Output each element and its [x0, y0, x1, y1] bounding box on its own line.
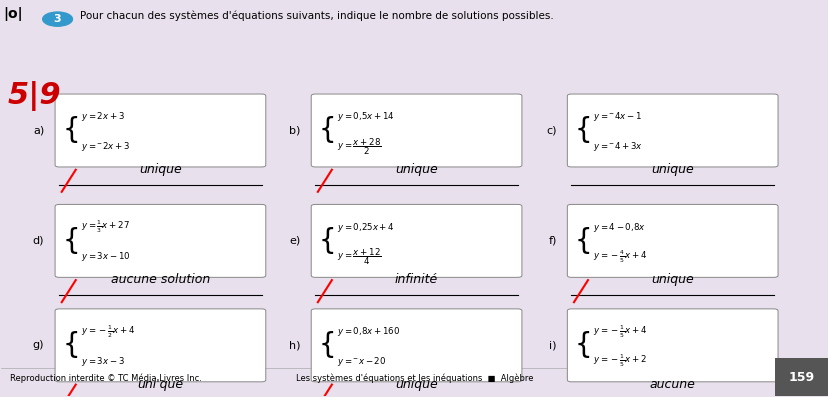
Text: |o|: |o|: [3, 7, 22, 21]
Text: uni'que: uni'que: [137, 378, 183, 391]
Text: i): i): [548, 340, 556, 350]
Text: b): b): [289, 125, 300, 135]
Text: $y=\dfrac{x+12}{4}$: $y=\dfrac{x+12}{4}$: [336, 247, 381, 267]
Text: infinité: infinité: [394, 274, 438, 286]
Text: $y=-\frac{1}{5}x+2$: $y=-\frac{1}{5}x+2$: [592, 353, 646, 370]
Text: d): d): [33, 236, 45, 246]
Text: {: {: [574, 227, 592, 255]
Text: c): c): [546, 125, 556, 135]
Text: aucune solution: aucune solution: [111, 274, 209, 286]
FancyBboxPatch shape: [566, 309, 777, 382]
Text: unique: unique: [651, 274, 693, 286]
Text: $y=3x-3$: $y=3x-3$: [80, 355, 124, 368]
Text: {: {: [318, 227, 336, 255]
Text: {: {: [62, 331, 80, 359]
Text: $y=-\frac{1}{5}x+4$: $y=-\frac{1}{5}x+4$: [592, 323, 647, 340]
Text: {: {: [62, 116, 80, 145]
Text: $y=4-0{,}8x$: $y=4-0{,}8x$: [592, 221, 645, 233]
FancyBboxPatch shape: [55, 94, 266, 167]
Text: h): h): [289, 340, 300, 350]
Text: $y=-\frac{1}{2}x+4$: $y=-\frac{1}{2}x+4$: [80, 323, 135, 340]
FancyBboxPatch shape: [566, 94, 777, 167]
Text: $y=\dfrac{x+28}{2}$: $y=\dfrac{x+28}{2}$: [336, 136, 381, 157]
FancyBboxPatch shape: [774, 358, 826, 396]
FancyBboxPatch shape: [55, 309, 266, 382]
Text: $y={}^{-}4x-1$: $y={}^{-}4x-1$: [592, 110, 642, 123]
Text: $y=\frac{1}{3}x+27$: $y=\frac{1}{3}x+27$: [80, 219, 129, 235]
Text: $y={}^{-}4+3x$: $y={}^{-}4+3x$: [592, 140, 643, 153]
Text: $y=0{,}5x+14$: $y=0{,}5x+14$: [336, 110, 394, 123]
Text: a): a): [33, 125, 45, 135]
Text: $y={}^{-}x-20$: $y={}^{-}x-20$: [336, 355, 386, 368]
Text: g): g): [33, 340, 45, 350]
Text: $y={}^{-}2x+3$: $y={}^{-}2x+3$: [80, 140, 130, 153]
Text: {: {: [318, 331, 336, 359]
Text: Pour chacun des systèmes d'équations suivants, indique le nombre de solutions po: Pour chacun des systèmes d'équations sui…: [79, 10, 553, 21]
Text: f): f): [547, 236, 556, 246]
Text: unique: unique: [139, 163, 181, 176]
Text: $y=0{,}8x+160$: $y=0{,}8x+160$: [336, 325, 400, 338]
Text: 5|9: 5|9: [8, 81, 61, 111]
Text: $y=-\frac{4}{5}x+4$: $y=-\frac{4}{5}x+4$: [592, 249, 647, 265]
FancyBboxPatch shape: [566, 204, 777, 278]
Circle shape: [43, 12, 72, 26]
Text: aucune: aucune: [649, 378, 695, 391]
Text: unique: unique: [651, 163, 693, 176]
Text: e): e): [289, 236, 300, 246]
FancyBboxPatch shape: [310, 204, 522, 278]
Text: $y=0{,}25x+4$: $y=0{,}25x+4$: [336, 221, 394, 233]
FancyBboxPatch shape: [310, 94, 522, 167]
Text: {: {: [574, 116, 592, 145]
Text: $y=3x-10$: $y=3x-10$: [80, 250, 130, 263]
Text: Les systèmes d'équations et les inéquations  ■  Algèbre: Les systèmes d'équations et les inéquati…: [296, 373, 532, 383]
Text: $y=2x+3$: $y=2x+3$: [80, 110, 124, 123]
FancyBboxPatch shape: [310, 309, 522, 382]
Text: {: {: [62, 227, 80, 255]
Text: {: {: [574, 331, 592, 359]
Text: 159: 159: [787, 370, 813, 384]
Text: unique: unique: [395, 378, 437, 391]
Text: {: {: [318, 116, 336, 145]
Text: unique: unique: [395, 163, 437, 176]
FancyBboxPatch shape: [55, 204, 266, 278]
Text: Reproduction interdite © TC Média Livres Inc.: Reproduction interdite © TC Média Livres…: [10, 373, 201, 383]
Text: 3: 3: [54, 14, 61, 24]
